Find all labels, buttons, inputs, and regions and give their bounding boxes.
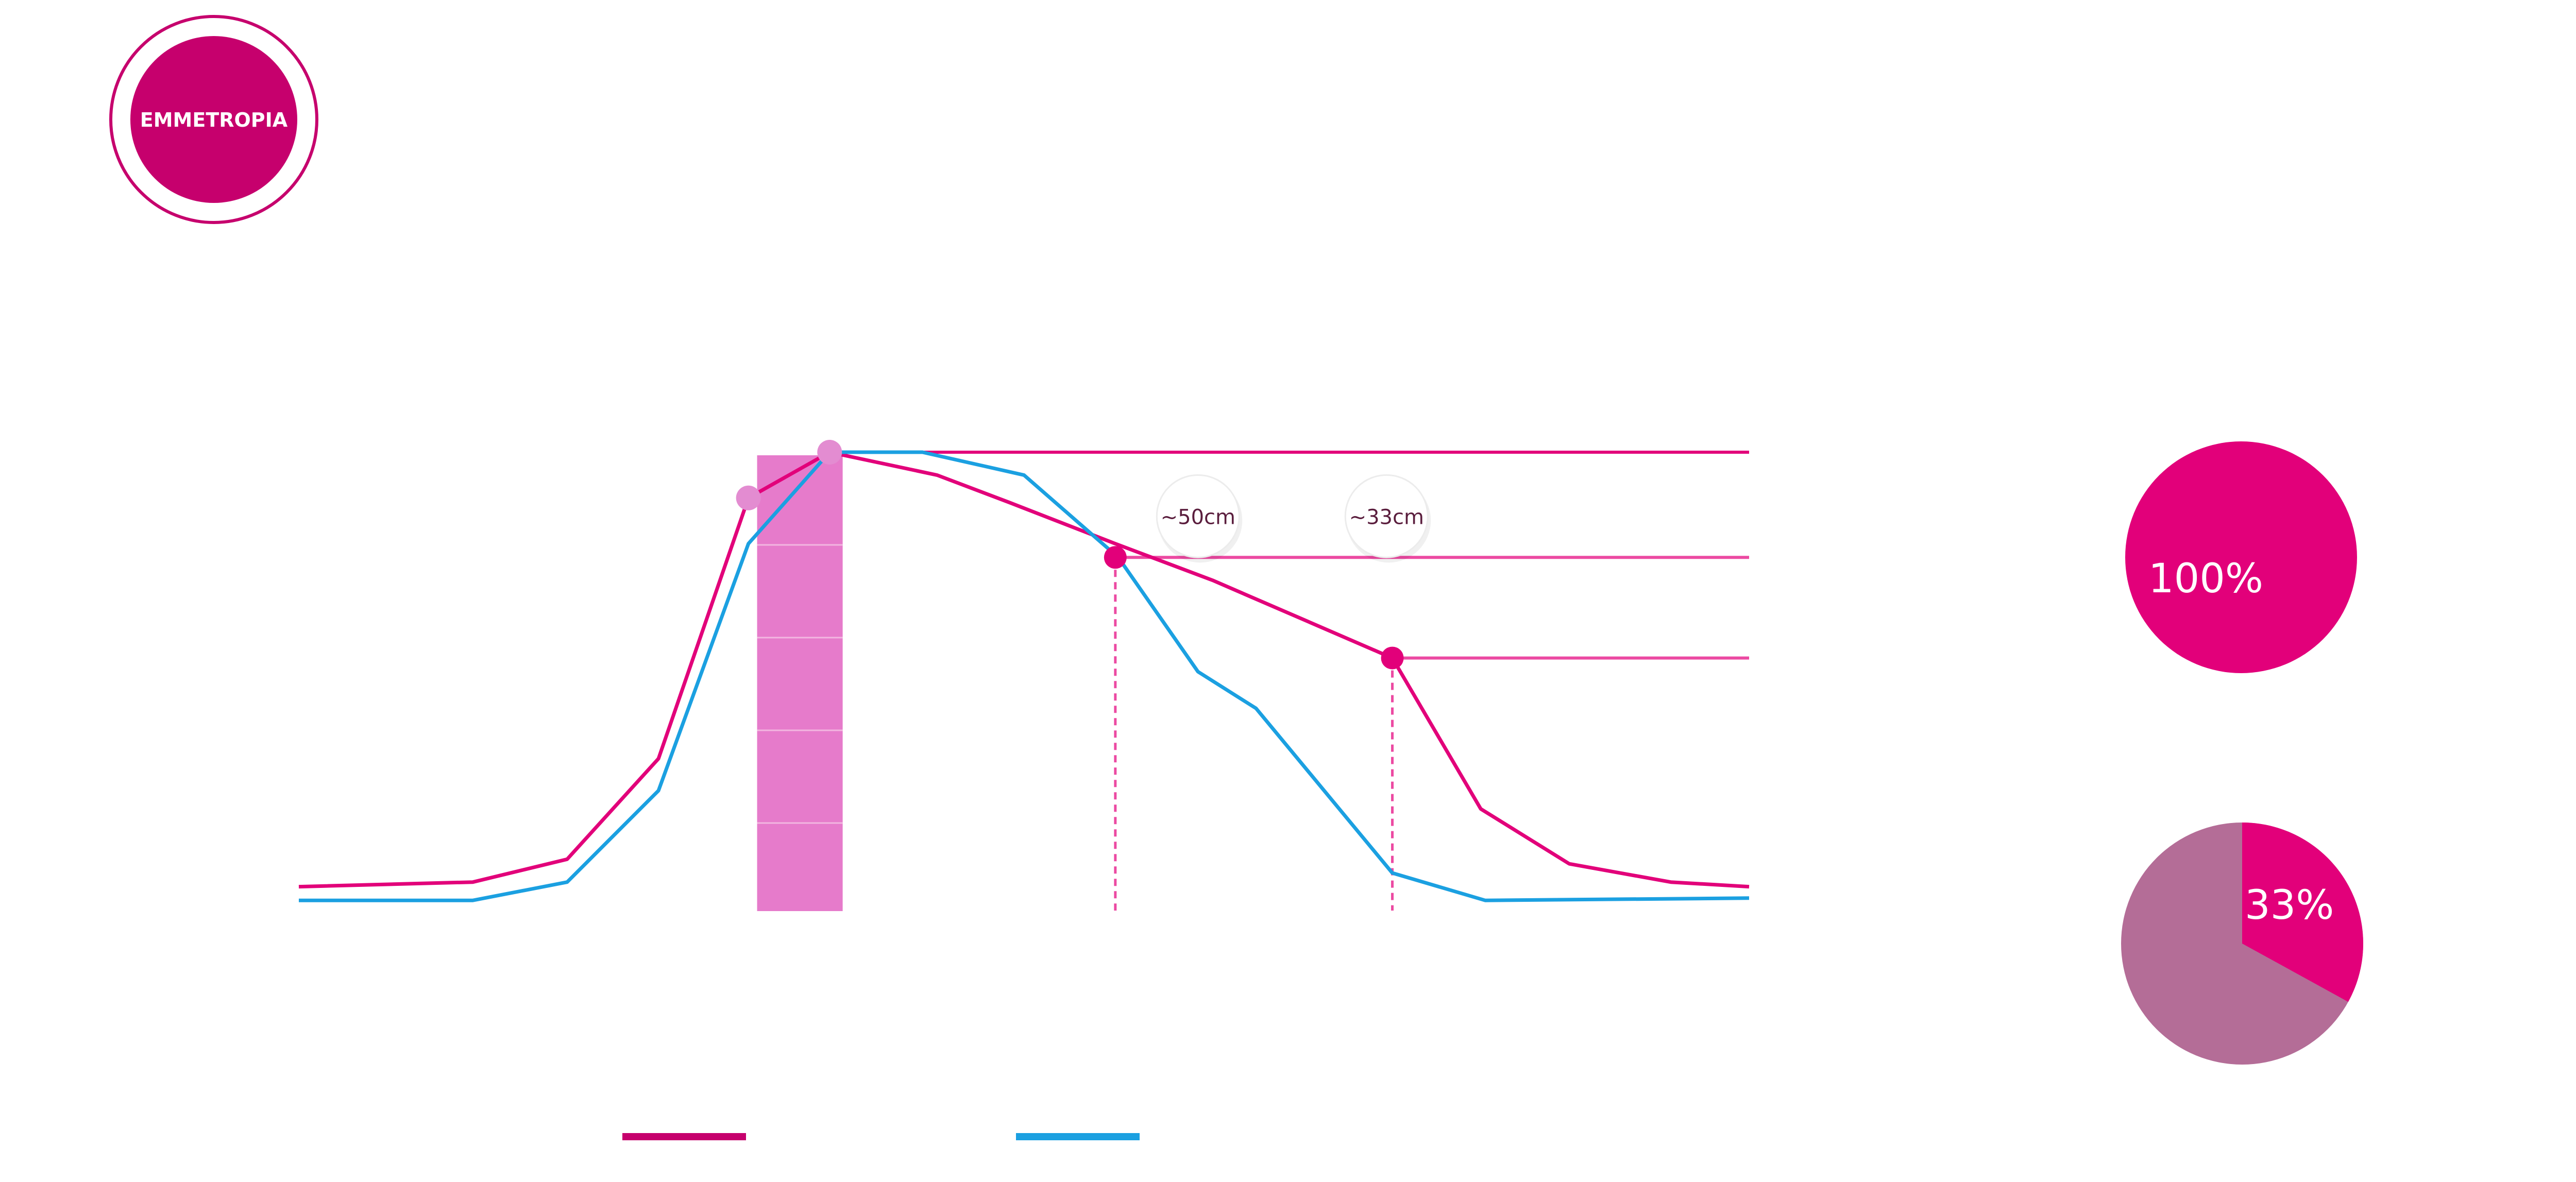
callout-bubble — [1156, 474, 1240, 558]
callout-label: ~33cm — [1349, 505, 1424, 529]
badge-disc — [130, 36, 297, 203]
line-plot: ~50cm ~33cm — [298, 440, 1750, 911]
pie-charts: 100% 33% — [2121, 441, 2363, 1065]
series-line-magenta — [298, 450, 1750, 889]
pie-slice — [2242, 823, 2363, 1002]
pie-label: 100% — [2148, 556, 2263, 602]
data-point — [1381, 646, 1404, 670]
badge-outer-ring — [109, 15, 318, 224]
callout-label: ~50cm — [1161, 505, 1235, 529]
legend — [622, 1133, 1140, 1140]
data-point — [817, 440, 842, 465]
legend-swatch — [622, 1133, 746, 1140]
pie-chart: 33% — [2121, 823, 2363, 1065]
data-point — [1104, 546, 1127, 569]
pie-label: 33% — [2245, 882, 2334, 929]
series-line-blue — [299, 450, 1750, 902]
distance-callout: ~33cm — [1344, 474, 1431, 563]
highlight-band — [757, 455, 843, 911]
distance-callout: ~50cm — [1156, 474, 1243, 563]
pie-slice — [2125, 441, 2357, 673]
data-point — [736, 485, 761, 510]
legend-swatch — [1016, 1133, 1140, 1140]
emmetropia-badge: EMMETROPIA — [109, 15, 318, 224]
badge-label: EMMETROPIA — [140, 109, 288, 131]
pie-chart: 100% — [2125, 441, 2357, 673]
callout-bubble — [1344, 474, 1429, 558]
